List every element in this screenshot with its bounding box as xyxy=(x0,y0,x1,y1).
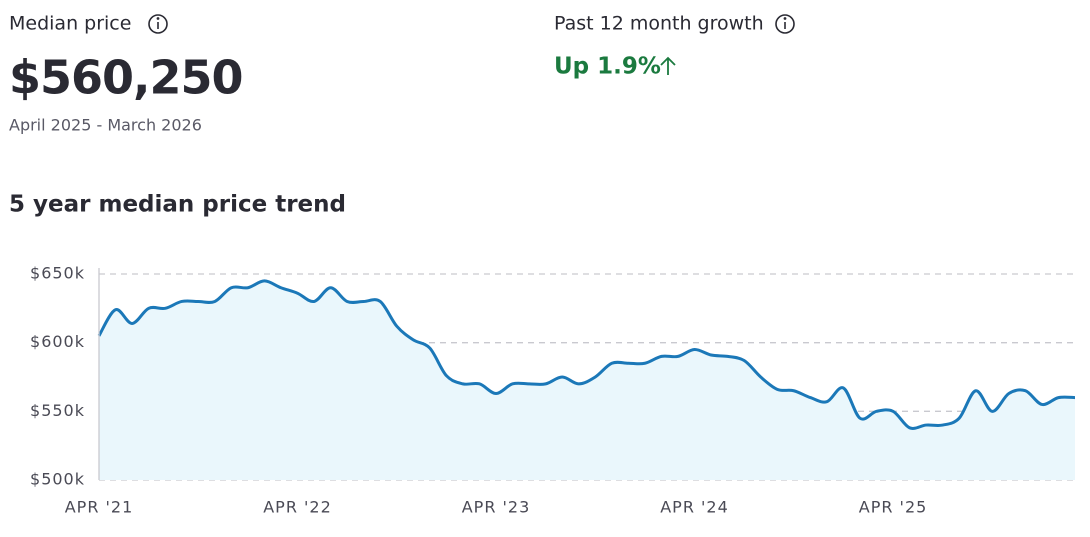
growth-value: Up 1.9% xyxy=(554,54,661,80)
x-tick-label: APR '22 xyxy=(263,498,332,517)
chart-title: 5 year median price trend xyxy=(9,192,346,218)
line xyxy=(97,279,1076,430)
info-icon[interactable] xyxy=(148,14,168,34)
x-tick-label: APR '23 xyxy=(462,498,531,517)
area xyxy=(99,280,1075,480)
median-value: $560,250 xyxy=(9,51,243,105)
y-tick-label: $550k xyxy=(30,401,85,420)
y-tick-label: $600k xyxy=(30,332,85,351)
x-tick-label: APR '21 xyxy=(65,498,134,517)
chart: $500k $550k $600k $650k APR '21 APR '22 APR '2… xyxy=(30,264,1076,517)
growth-label: Past 12 month growth xyxy=(554,13,764,35)
up-arrow xyxy=(660,56,676,75)
x-tick-label: APR '25 xyxy=(859,498,928,517)
period: April 2025 - March 2026 xyxy=(9,116,202,135)
x-tick-label: APR '24 xyxy=(660,498,729,517)
y-tick-label: $500k xyxy=(30,470,85,489)
y-tick-label: $650k xyxy=(30,264,85,283)
median-label: Median price xyxy=(9,13,131,35)
info-icon[interactable] xyxy=(775,14,795,34)
